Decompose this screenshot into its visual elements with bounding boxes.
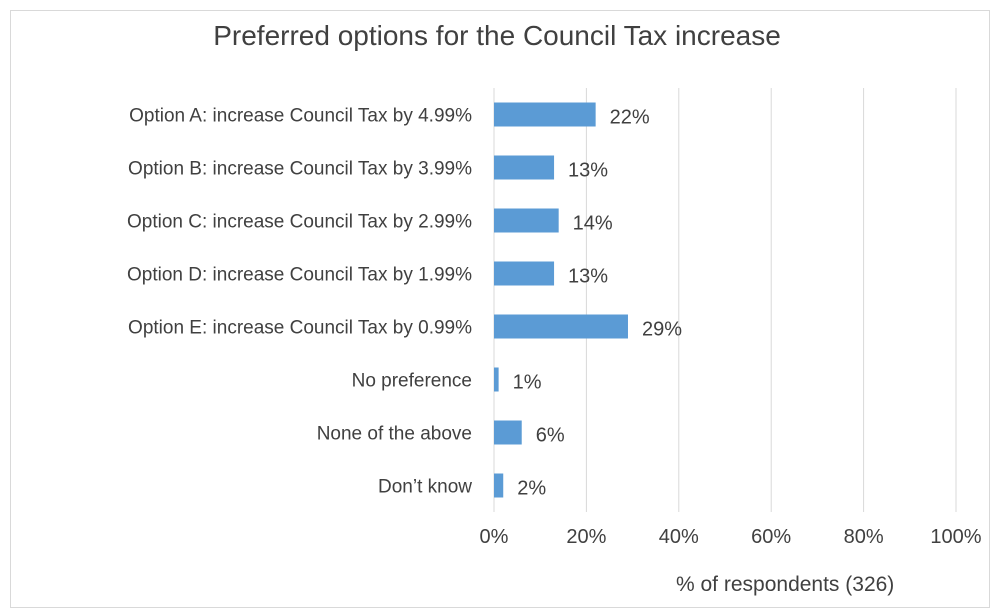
bar-3 <box>494 261 555 286</box>
category-label-7: Don’t know <box>378 477 472 498</box>
category-label-3: Option D: increase Council Tax by 1.99% <box>127 265 472 286</box>
category-label-4: Option E: increase Council Tax by 0.99% <box>128 318 472 339</box>
category-label-6: None of the above <box>317 424 472 445</box>
data-label-1: 13% <box>568 160 608 182</box>
category-label-2: Option C: increase Council Tax by 2.99% <box>127 212 472 233</box>
bar-0 <box>494 102 596 127</box>
data-label-6: 6% <box>536 425 565 447</box>
bar-5 <box>494 367 499 392</box>
chart-title: Preferred options for the Council Tax in… <box>213 20 781 51</box>
data-label-5: 1% <box>513 372 542 394</box>
x-tick-label-4: 80% <box>844 526 884 548</box>
data-label-4: 29% <box>642 319 682 341</box>
x-tick-label-1: 20% <box>566 526 606 548</box>
category-label-1: Option B: increase Council Tax by 3.99% <box>128 159 472 180</box>
data-label-3: 13% <box>568 266 608 288</box>
bar-7 <box>494 473 504 498</box>
data-label-0: 22% <box>610 107 650 129</box>
data-label-2: 14% <box>573 213 613 235</box>
category-label-5: No preference <box>352 371 472 392</box>
bar-2 <box>494 208 559 233</box>
x-tick-label-5: 100% <box>930 526 981 548</box>
x-axis-label: % of respondents (326) <box>676 573 895 596</box>
x-tick-label-2: 40% <box>659 526 699 548</box>
bar-1 <box>494 155 555 180</box>
x-tick-label-3: 60% <box>751 526 791 548</box>
category-label-0: Option A: increase Council Tax by 4.99% <box>129 106 472 127</box>
x-tick-label-0: 0% <box>480 526 509 548</box>
bar-4 <box>494 314 628 339</box>
bar-6 <box>494 420 522 445</box>
data-label-7: 2% <box>517 478 546 500</box>
